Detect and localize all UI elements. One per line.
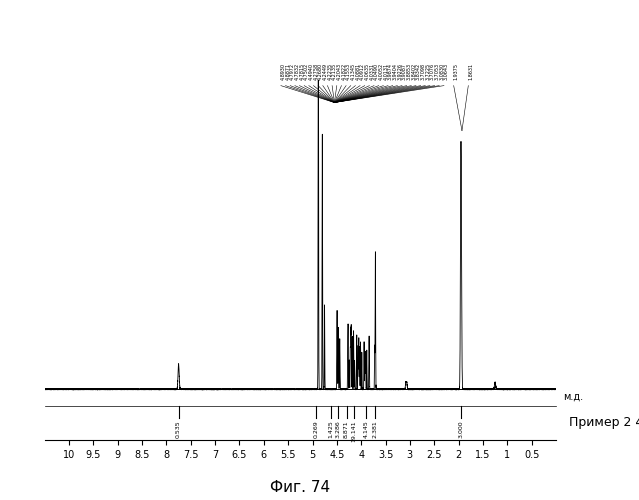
Text: 4.7832: 4.7832	[295, 63, 300, 80]
Text: 3.7053: 3.7053	[435, 63, 440, 80]
Text: 4.0490: 4.0490	[374, 63, 379, 80]
Text: 4.2449: 4.2449	[323, 63, 328, 80]
Text: 3.7076: 3.7076	[430, 63, 435, 80]
Text: 3.9226: 3.9226	[397, 63, 403, 80]
Text: 4.2043: 4.2043	[337, 63, 342, 80]
Text: 4.7502: 4.7502	[304, 63, 309, 80]
Text: 4.0635: 4.0635	[365, 63, 370, 80]
Text: 4.0912: 4.0912	[360, 63, 365, 80]
Text: 4.1553: 4.1553	[346, 63, 351, 80]
Text: 3.9087: 3.9087	[402, 63, 407, 80]
Text: 8.871: 8.871	[344, 420, 349, 438]
Text: 3.0643: 3.0643	[444, 63, 449, 80]
Text: 0.535: 0.535	[176, 420, 181, 438]
Text: 2.381: 2.381	[373, 420, 377, 438]
Text: 1.425: 1.425	[328, 420, 334, 438]
Text: 4.2235: 4.2235	[327, 63, 332, 80]
Text: 4.0131: 4.0131	[383, 63, 389, 80]
Text: 3.000: 3.000	[459, 420, 463, 438]
Text: 4.0331: 4.0331	[369, 63, 374, 80]
Text: 4.7972: 4.7972	[290, 63, 295, 80]
Text: 3.8853: 3.8853	[406, 63, 412, 80]
Text: 3.8342: 3.8342	[416, 63, 421, 80]
Text: 1.8631: 1.8631	[468, 63, 473, 80]
Text: 3.286: 3.286	[336, 420, 341, 438]
Text: 4.2758: 4.2758	[314, 63, 318, 80]
Text: 3.8402: 3.8402	[412, 63, 417, 80]
Text: Пример 2 4: Пример 2 4	[569, 416, 639, 429]
Text: 4.8871: 4.8871	[286, 63, 291, 80]
Text: 4.2135: 4.2135	[332, 63, 337, 80]
Text: 4.0881: 4.0881	[355, 63, 360, 80]
Text: 4.8930: 4.8930	[281, 63, 286, 80]
Text: 4.7815: 4.7815	[300, 63, 305, 80]
Text: 0.269: 0.269	[313, 420, 318, 438]
Text: 3.0830: 3.0830	[439, 63, 444, 80]
Text: 3.7098: 3.7098	[420, 63, 426, 80]
Text: 1.9375: 1.9375	[454, 63, 459, 80]
Text: 19.141: 19.141	[351, 420, 357, 442]
Text: 4.1345: 4.1345	[351, 63, 356, 80]
Text: 4.4940: 4.4940	[309, 63, 314, 80]
Text: 4.2680: 4.2680	[318, 63, 323, 80]
Text: м.д.: м.д.	[563, 392, 583, 402]
Text: 3.9874: 3.9874	[388, 63, 393, 80]
Text: 4.145: 4.145	[364, 420, 369, 438]
Text: Фиг. 74: Фиг. 74	[270, 480, 330, 495]
Text: 3.9404: 3.9404	[393, 63, 397, 80]
Text: 4.0052: 4.0052	[379, 63, 383, 80]
Text: 3.7225: 3.7225	[426, 63, 430, 80]
Text: 4.1822: 4.1822	[341, 63, 346, 80]
